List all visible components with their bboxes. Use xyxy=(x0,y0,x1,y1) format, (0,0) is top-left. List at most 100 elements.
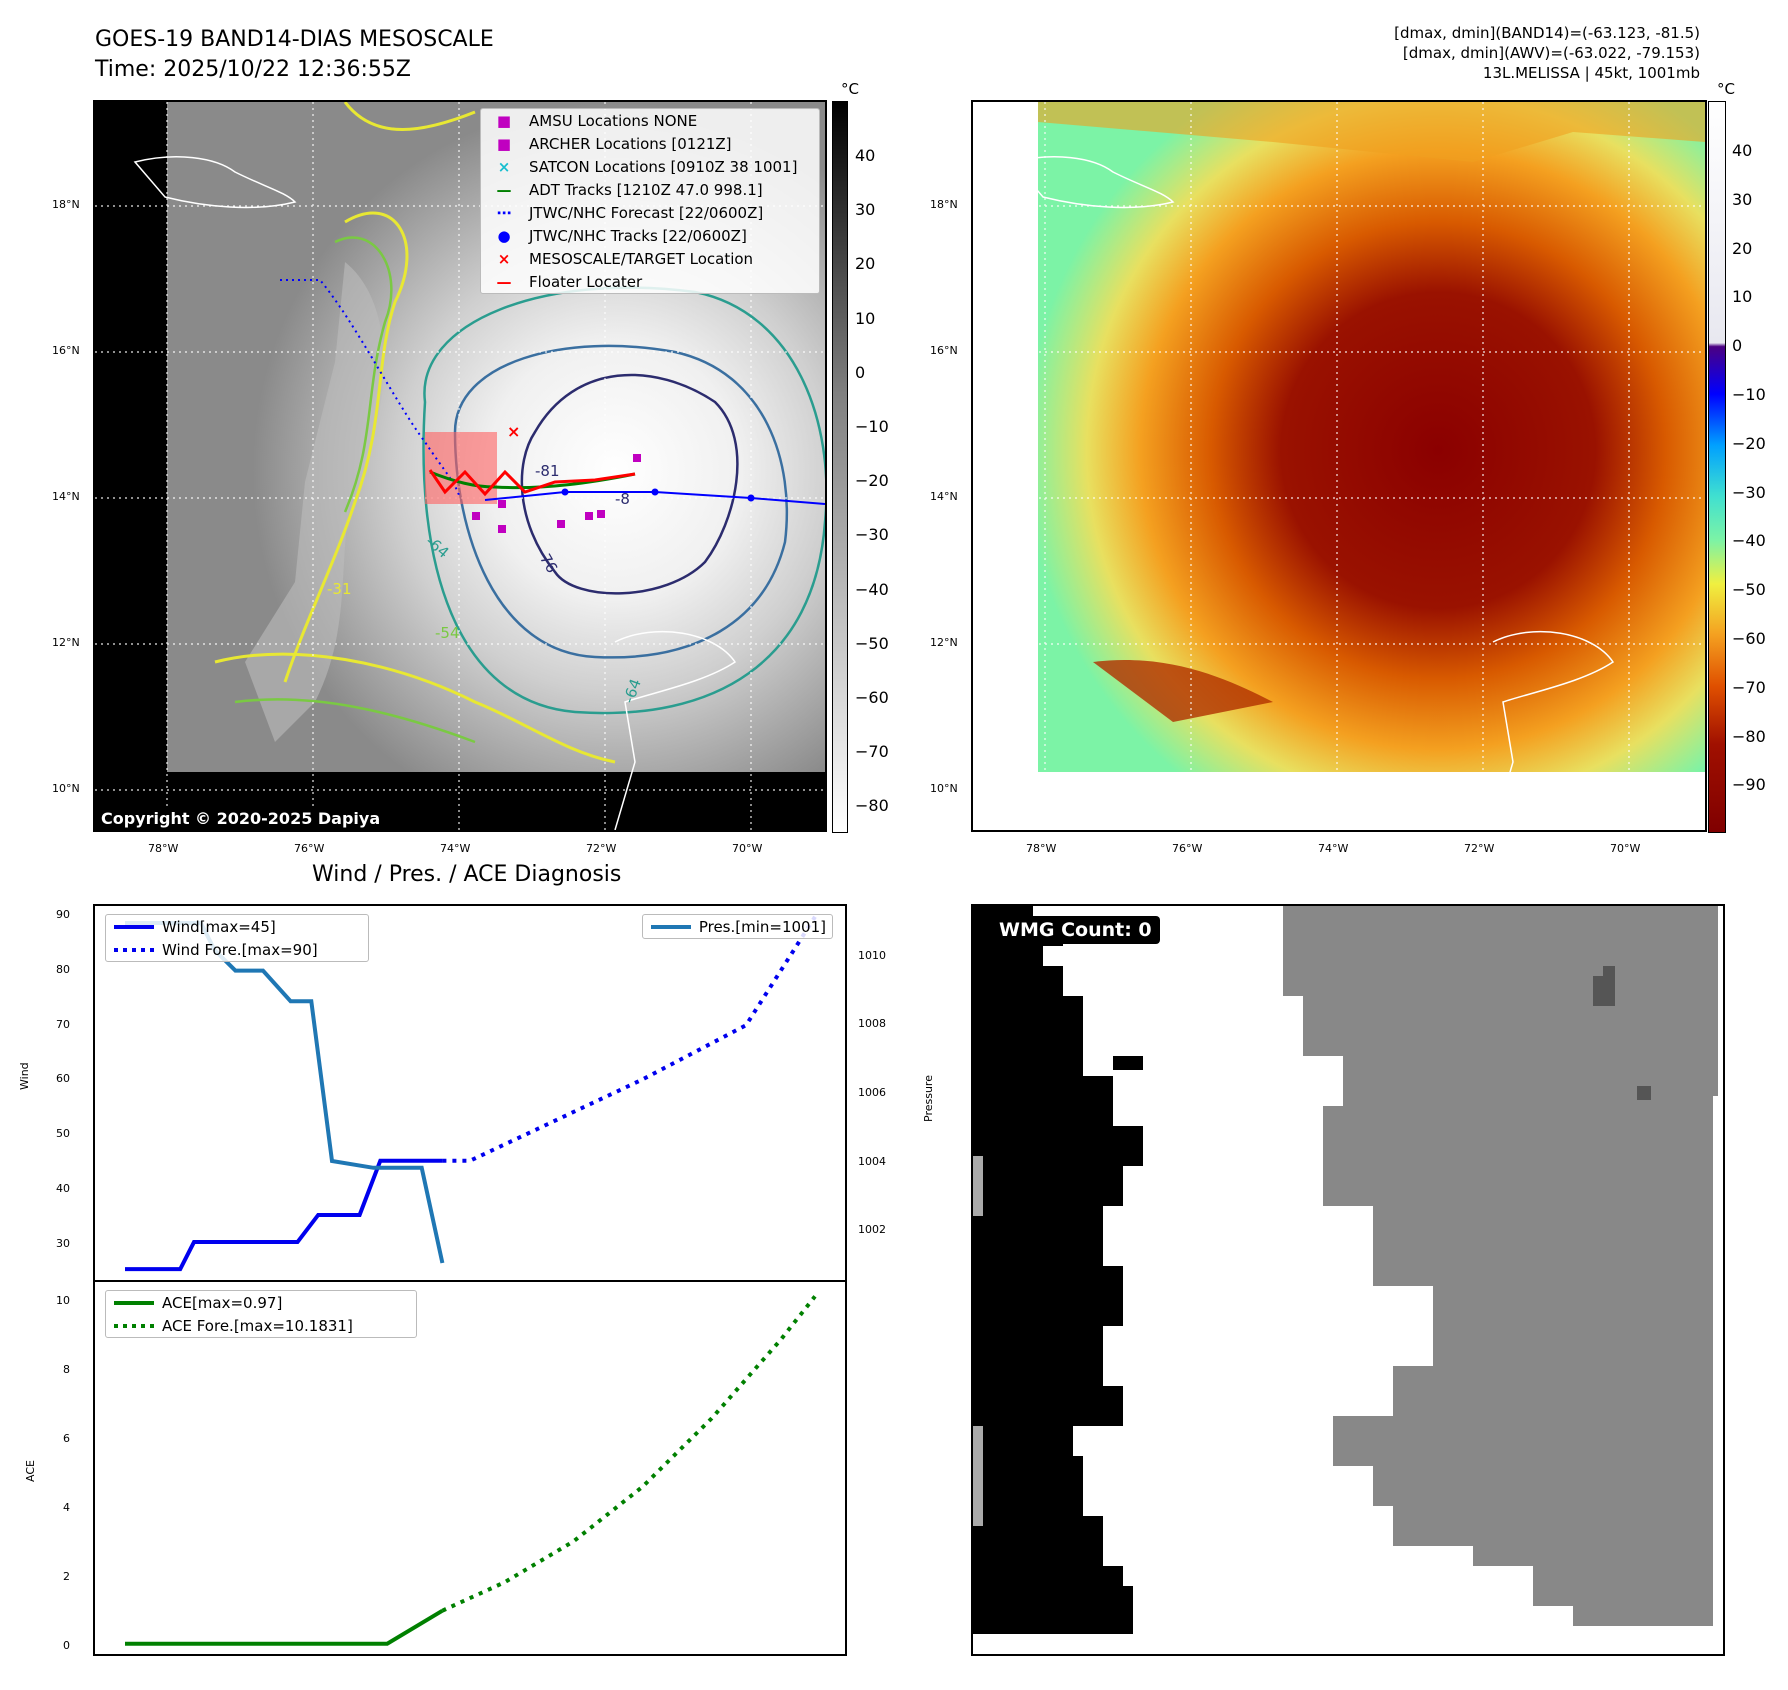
colorbar-tick-label: −20 xyxy=(1732,433,1766,453)
colorbar-tick-label: 0 xyxy=(1732,336,1743,356)
colorbar-tick-label: −50 xyxy=(855,633,889,653)
axis-tick-label: 70 xyxy=(56,1017,70,1031)
awv-lon-label-72: 72°W xyxy=(1464,842,1495,855)
info-line-3: 13L.MELISSA | 45kt, 1001mb xyxy=(1482,64,1700,82)
legend-label: ARCHER Locations [0121Z] xyxy=(529,134,732,153)
ir-colorbar xyxy=(832,101,848,833)
map-legend: ■ AMSU Locations NONE ■ ARCHER Locations [0… xyxy=(480,108,820,294)
diagnosis-title: Wind / Pres. / ACE Diagnosis xyxy=(312,862,622,887)
legend-label: AMSU Locations NONE xyxy=(529,111,698,130)
wind-pres-plot xyxy=(125,915,817,1272)
colorbar-tick-label: −10 xyxy=(855,417,889,436)
ace-legend: ACE[max=0.97] ACE Fore.[max=10.1831] xyxy=(105,1290,417,1338)
colorbar-tick-label: −60 xyxy=(855,688,889,707)
colorbar-tick-label: 30 xyxy=(855,200,876,220)
axis-tick-label: 1006 xyxy=(858,1086,886,1099)
colorbar-tick-label: 20 xyxy=(1732,238,1753,258)
lon-label-76: 76°W xyxy=(294,842,325,855)
copyright-label: Copyright © 2020-2025 Dapiya xyxy=(95,807,387,830)
map-legend-item: × MESOSCALE/TARGET Location xyxy=(481,247,819,270)
axis-tick-label: 60 xyxy=(56,1072,70,1086)
legend-label: Floater Locater xyxy=(529,272,643,291)
title-line-2: Time: 2025/10/22 12:36:55Z xyxy=(95,57,411,82)
map-legend-item: ■ AMSU Locations NONE xyxy=(481,109,819,132)
awv-colorbar-unit: °C xyxy=(1717,80,1735,98)
axis-tick-label: 50 xyxy=(56,1127,70,1141)
awv-lon-label-74: 74°W xyxy=(1318,842,1349,855)
legend-symbol-icon: × xyxy=(497,157,511,176)
legend-wind: Wind[max=45] xyxy=(162,917,276,936)
lat-label-14: 14°N xyxy=(52,490,80,503)
axis-tick-label: 1004 xyxy=(858,1154,886,1168)
lat-label-12: 12°N xyxy=(52,636,80,649)
colorbar-tick-label: −30 xyxy=(855,525,889,545)
lon-label-78: 78°W xyxy=(148,842,179,855)
map-legend-item: × SATCON Locations [0910Z 38 1001] xyxy=(481,155,819,178)
wmg-image xyxy=(973,906,1718,1634)
legend-symbol-icon: ■ xyxy=(496,134,512,153)
colorbar-tick-label: 10 xyxy=(1732,287,1753,307)
pressure-axis-label: Pressure xyxy=(922,1075,935,1122)
axis-tick-label: 8 xyxy=(63,1362,70,1376)
legend-label: JTWC/NHC Tracks [22/0600Z] xyxy=(529,226,747,245)
awv-map-panel xyxy=(971,100,1707,832)
colorbar-tick-label: 40 xyxy=(855,146,876,165)
lat-label-10: 10°N xyxy=(52,782,80,795)
legend-symbol-icon: × xyxy=(497,249,511,268)
axis-tick-label: 10 xyxy=(56,1293,70,1307)
map-legend-item: — Floater Locater xyxy=(481,270,819,293)
wind-series-line xyxy=(125,1158,443,1272)
legend-pres: Pres.[min=1001] xyxy=(698,917,826,936)
ace-axis-label: ACE xyxy=(24,1460,37,1482)
wmg-count-badge: WMG Count: 0 xyxy=(991,916,1160,944)
colorbar-tick-label: −80 xyxy=(1732,726,1766,746)
awv-lat-label-14: 14°N xyxy=(930,490,958,503)
wind-pres-panel: Wind[max=45] Wind Fore.[max=90] Pres.[mi… xyxy=(93,904,847,1282)
axis-tick-label: 40 xyxy=(56,1181,70,1195)
awv-colorbar xyxy=(1708,101,1726,833)
map-legend-item: ● JTWC/NHC Tracks [22/0600Z] xyxy=(481,224,819,247)
contour-label-4: -54 xyxy=(435,624,460,642)
colorbar-tick-label: 10 xyxy=(855,308,876,328)
axis-tick-label: 80 xyxy=(56,962,70,976)
colorbar-tick-label: 40 xyxy=(1732,141,1753,160)
colorbar-tick-label: −10 xyxy=(1732,385,1766,404)
lat-label-18: 18°N xyxy=(52,198,80,211)
legend-symbol-icon: ⋯ xyxy=(496,203,512,222)
ir-map-panel: × Copyright © 2020-2025 Dapiya ■ AMSU Loc… xyxy=(93,100,827,832)
legend-symbol-icon: — xyxy=(496,180,512,199)
svg-text:×: × xyxy=(507,422,520,441)
colorbar-tick-label: −70 xyxy=(855,742,889,762)
ace-panel: ACE[max=0.97] ACE Fore.[max=10.1831] xyxy=(93,1280,847,1656)
axis-tick-label: 30 xyxy=(56,1236,70,1250)
legend-wind-fore: Wind Fore.[max=90] xyxy=(162,940,318,959)
colorbar-tick-label: −30 xyxy=(1732,482,1766,502)
pres-legend: Pres.[min=1001] xyxy=(641,914,833,939)
lon-label-72: 72°W xyxy=(586,842,617,855)
awv-lat-label-18: 18°N xyxy=(930,198,958,211)
legend-label: ADT Tracks [1210Z 47.0 998.1] xyxy=(529,180,763,199)
legend-ace: ACE[max=0.97] xyxy=(162,1293,283,1312)
axis-tick-label: 1008 xyxy=(858,1017,886,1031)
ace-forecast-series-line xyxy=(441,1295,817,1613)
legend-symbol-icon: ● xyxy=(497,226,511,245)
ace-plot xyxy=(125,1295,817,1646)
awv-map-image xyxy=(973,102,1705,830)
legend-ace-fore: ACE Fore.[max=10.1831] xyxy=(162,1316,353,1335)
wind-axis-label: Wind xyxy=(18,1062,31,1090)
contour-label-3: -31 xyxy=(327,580,352,598)
awv-lat-label-10: 10°N xyxy=(930,782,958,795)
map-legend-item: ■ ARCHER Locations [0121Z] xyxy=(481,132,819,155)
info-line-2: [dmax, dmin](AWV)=(-63.022, -79.153) xyxy=(1402,44,1700,62)
lon-label-74: 74°W xyxy=(440,842,471,855)
awv-lon-label-76: 76°W xyxy=(1172,842,1203,855)
axis-tick-label: 90 xyxy=(56,907,70,921)
pressure-series-line xyxy=(125,921,445,1264)
info-line-1: [dmax, dmin](BAND14)=(-63.123, -81.5) xyxy=(1394,24,1700,42)
colorbar-tick-label: −70 xyxy=(1732,677,1766,697)
axis-tick-label: 1002 xyxy=(858,1223,886,1237)
legend-symbol-icon: ■ xyxy=(496,111,512,130)
contour-label-6: -81 xyxy=(535,462,560,480)
ace-series-line xyxy=(125,1608,444,1646)
ir-colorbar-unit: °C xyxy=(841,80,859,98)
